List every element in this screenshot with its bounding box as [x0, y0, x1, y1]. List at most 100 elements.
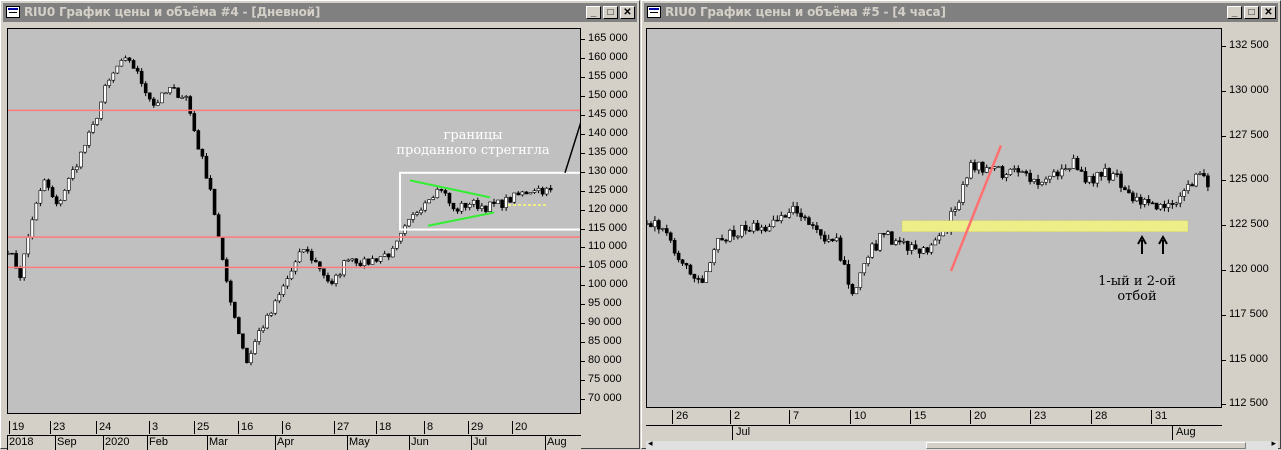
candle: [1131, 192, 1135, 202]
price-axis[interactable]: 112 500 115 000 117 500 120 000 122 500 125 0…: [1222, 28, 1278, 408]
scroll-left-icon[interactable]: ◂: [648, 438, 653, 448]
annotation-line-1: 1-ый и 2-ой: [1098, 274, 1176, 289]
x-day-label: 10: [854, 410, 867, 422]
candle: [1178, 195, 1183, 204]
candle: [467, 203, 472, 208]
y-tick-label: 155 000: [588, 70, 628, 83]
window-icon[interactable]: [647, 6, 661, 18]
title-bar[interactable]: RIU0 График цены и объёма #4 - [Дневной]…: [3, 3, 637, 22]
candle: [874, 243, 878, 251]
candle: [1079, 169, 1084, 172]
candle: [1134, 196, 1139, 202]
candle: [870, 243, 874, 258]
restore-button[interactable]: □: [1244, 6, 1259, 19]
x-month-label: Jul: [473, 436, 488, 448]
time-axis[interactable]: 19 23 24 3 25 16 6 27 18 8 29 20 2018 Sep 2020 Feb Mar Ap…: [7, 421, 581, 450]
y-tick-label: 150 000: [588, 89, 628, 102]
candle: [1087, 175, 1092, 183]
candle: [925, 247, 930, 253]
candle: [131, 60, 136, 69]
candle: [309, 250, 314, 261]
candle: [103, 85, 107, 103]
right-chart-window[interactable]: RIU0 График цены и объёма #5 - [4 часа] …: [641, 0, 1281, 450]
candle: [1067, 168, 1072, 170]
price-plot-area[interactable]: границы проданного стрегнгла: [7, 28, 581, 414]
left-chart-window[interactable]: RIU0 График цены и объёма #4 - [Дневной]…: [0, 0, 640, 450]
candle: [1083, 171, 1088, 183]
tick-mark: [581, 152, 585, 154]
candle: [1190, 184, 1194, 187]
x-day-label: 20: [515, 421, 528, 433]
y-tick-label: 115 000: [588, 221, 627, 234]
x-month-label: 2018: [9, 436, 34, 448]
candle: [953, 209, 957, 212]
candle: [253, 341, 257, 354]
candle: [716, 238, 720, 251]
candle: [771, 219, 776, 228]
candle: [647, 223, 649, 225]
candle: [1127, 189, 1131, 194]
x-day-label: 23: [1034, 410, 1047, 422]
candle: [427, 199, 432, 204]
candle: [261, 327, 265, 331]
tick-mark: [471, 435, 472, 450]
tick-mark: [1222, 135, 1226, 137]
tick-mark: [194, 421, 195, 434]
candle: [18, 267, 22, 279]
y-tick-label: 120 000: [1229, 262, 1269, 275]
candle: [439, 189, 444, 191]
tick-mark: [581, 285, 585, 287]
candle: [164, 92, 168, 95]
candle: [58, 200, 63, 205]
candle: [1099, 172, 1104, 177]
candle: [917, 248, 922, 254]
tick-mark: [581, 304, 585, 306]
candle: [111, 72, 116, 81]
candle: [524, 191, 529, 195]
candle: [370, 258, 375, 265]
candle: [471, 199, 476, 205]
candle: [1174, 202, 1179, 205]
annotation-line-2: отбой: [1117, 289, 1157, 304]
candle: [775, 219, 780, 222]
scroll-right-icon[interactable]: ▸: [1271, 438, 1276, 448]
price-plot-area[interactable]: 1-ый и 2-ой отбой: [646, 28, 1222, 408]
title-bar[interactable]: RIU0 График цены и объёма #5 - [4 часа] …: [644, 3, 1278, 22]
close-button[interactable]: ✕: [1261, 6, 1276, 19]
candle: [297, 251, 302, 263]
time-axis[interactable]: 26 2 7 10 15 20 23 28 31 Jul Aug: [646, 410, 1222, 440]
candle: [480, 205, 484, 209]
candle: [216, 214, 221, 238]
candle: [680, 259, 685, 264]
y-tick-label: 70 000: [588, 391, 622, 404]
restore-button[interactable]: □: [603, 6, 618, 19]
candle: [905, 240, 910, 251]
minimize-button[interactable]: _: [1227, 6, 1242, 19]
tick-mark: [730, 410, 731, 424]
candle: [803, 216, 807, 219]
candle: [313, 260, 318, 263]
window-icon[interactable]: [6, 6, 20, 18]
candle: [241, 333, 245, 349]
price-axis[interactable]: 70 000 75 000 80 000 85 000 90 000 95 000 100 …: [581, 28, 637, 414]
candle: [1198, 173, 1202, 175]
tick-mark: [910, 410, 911, 424]
candle: [957, 202, 961, 210]
candle: [653, 220, 657, 228]
tick-mark: [581, 96, 585, 98]
y-tick-label: 117 500: [1229, 307, 1268, 320]
candle: [536, 187, 541, 191]
candle: [34, 202, 39, 221]
candle: [160, 92, 164, 104]
close-button[interactable]: ✕: [620, 6, 635, 19]
candle: [273, 300, 278, 314]
candle: [890, 231, 894, 245]
candle: [708, 262, 713, 273]
scroll-thumb[interactable]: [926, 442, 1246, 449]
candle: [204, 156, 209, 179]
candle: [1146, 199, 1151, 204]
candle: [1008, 168, 1013, 175]
minimize-button[interactable]: _: [586, 6, 601, 19]
candle: [394, 240, 399, 249]
candle: [378, 256, 383, 262]
